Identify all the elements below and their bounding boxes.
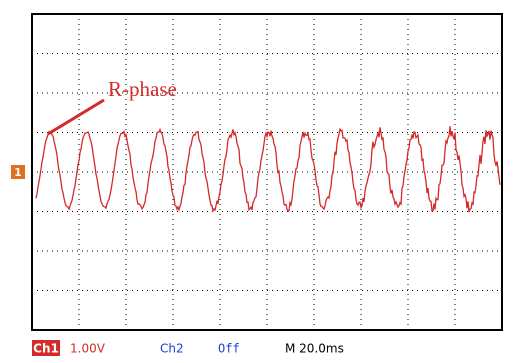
channel-marker: 1 (14, 166, 22, 179)
oscilloscope-screen: R-phase 1 Ch1 1.00V Ch2 Off M 20.0ms (0, 0, 516, 359)
ch1-scale: 1.00V (70, 342, 106, 356)
annotation: R-phase (108, 77, 177, 101)
ch1-label: Ch1 (33, 342, 59, 356)
ch2-label: Ch2 (160, 342, 184, 356)
timebase: M 20.0ms (285, 342, 344, 356)
ch2-state: Off (218, 342, 240, 356)
page: R-phase 1 Ch1 1.00V Ch2 Off M 20.0ms (()… (0, 0, 516, 359)
